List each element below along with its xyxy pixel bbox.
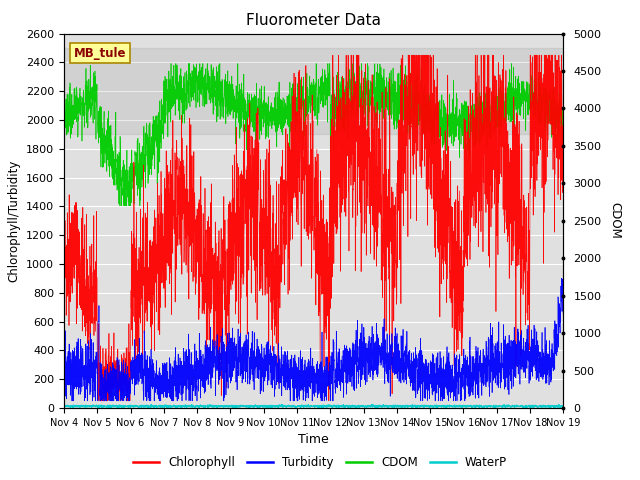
X-axis label: Time: Time	[298, 433, 329, 446]
Title: Fluorometer Data: Fluorometer Data	[246, 13, 381, 28]
Bar	[64, 48, 563, 134]
Y-axis label: Chlorophyll/Turbidity: Chlorophyll/Turbidity	[8, 160, 20, 282]
Text: MB_tule: MB_tule	[74, 47, 127, 60]
Legend: Chlorophyll, Turbidity, CDOM, WaterP: Chlorophyll, Turbidity, CDOM, WaterP	[128, 452, 512, 474]
Y-axis label: CDOM: CDOM	[608, 203, 621, 239]
